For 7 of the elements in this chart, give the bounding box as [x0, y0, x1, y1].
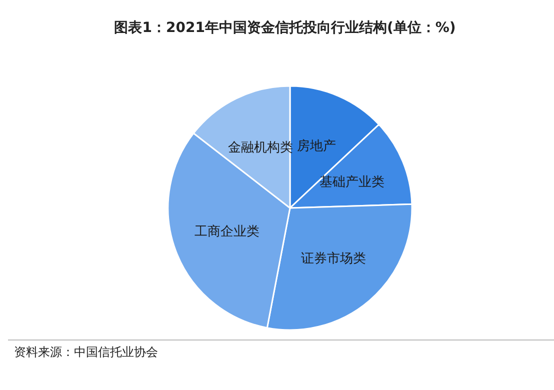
- text: 资料来源：中国信托业协会: [14, 345, 158, 359]
- slice-label: 基础产业类: [319, 174, 384, 190]
- slice-label: 证券市场类: [301, 252, 366, 267]
- slice-label: 工商企业类: [194, 224, 260, 240]
- chart-title: 图表1：2021年中国资金信托投向行业结构(单位：%): [114, 20, 456, 36]
- slice-label: 房地产: [297, 138, 336, 154]
- slice-label: 金融机构类: [228, 140, 293, 156]
